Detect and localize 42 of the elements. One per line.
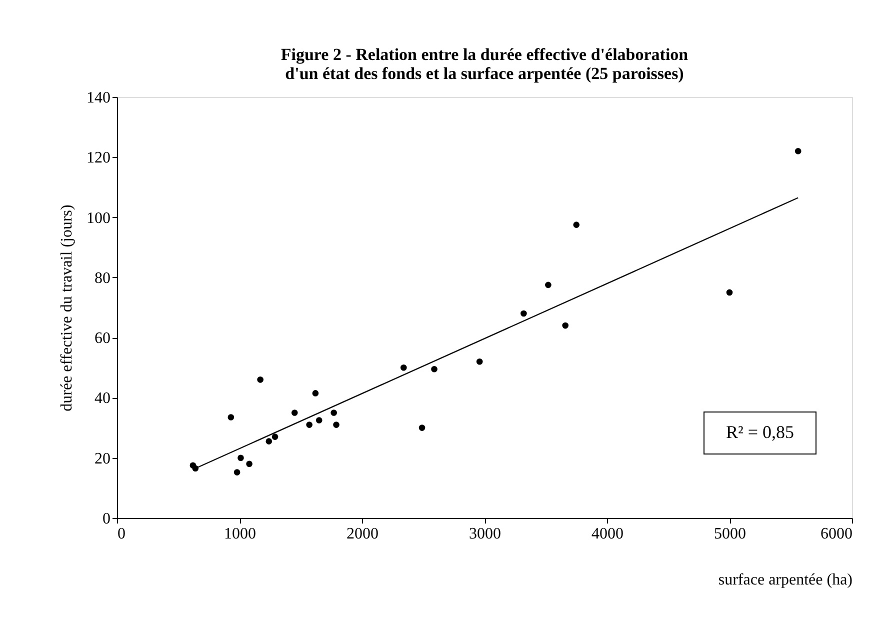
point bbox=[316, 417, 322, 424]
point bbox=[312, 390, 319, 396]
y-tick-label: 20 bbox=[94, 450, 110, 468]
point bbox=[266, 438, 272, 444]
point bbox=[520, 310, 527, 317]
point bbox=[476, 358, 483, 365]
point bbox=[330, 410, 337, 416]
x-tick-label: 2000 bbox=[346, 526, 378, 542]
point bbox=[545, 282, 552, 288]
y-tick-label: 100 bbox=[86, 210, 110, 227]
point bbox=[726, 289, 733, 296]
point bbox=[238, 454, 244, 462]
point bbox=[418, 424, 426, 431]
x-tick-label: 3000 bbox=[469, 526, 501, 542]
chart-title: Figure 2 - Relation entre la durée effective d'élaboration d'un état des fonds et la surface arpentée (25 paroisses) bbox=[280, 45, 689, 83]
point bbox=[794, 148, 802, 154]
x-tick-label: 5000 bbox=[714, 526, 746, 542]
x-axis-title: surface arpentée (ha) bbox=[718, 572, 852, 588]
x-tick-label: 4000 bbox=[592, 526, 624, 542]
y-tick-label: 80 bbox=[94, 270, 110, 287]
point bbox=[562, 322, 569, 329]
point bbox=[400, 364, 407, 371]
point bbox=[257, 376, 264, 383]
annotation: R² = 0,85 bbox=[726, 422, 794, 442]
y-tick-label: 60 bbox=[94, 330, 110, 348]
x-tick-label: 6000 bbox=[820, 526, 852, 542]
y-tick-label: 0 bbox=[102, 510, 110, 528]
point bbox=[228, 414, 234, 420]
point bbox=[272, 434, 278, 440]
point bbox=[573, 222, 580, 228]
point bbox=[333, 422, 340, 428]
x-tick-label: 0 bbox=[118, 526, 126, 542]
y-tick-label: 120 bbox=[86, 150, 110, 167]
y-tick-label: 40 bbox=[94, 390, 110, 408]
point bbox=[291, 410, 298, 416]
point bbox=[306, 422, 312, 428]
point bbox=[234, 469, 240, 476]
y-tick-label: 140 bbox=[86, 90, 110, 106]
point bbox=[246, 460, 252, 468]
point bbox=[431, 366, 438, 372]
x-tick-label: 1000 bbox=[224, 526, 256, 542]
y-axis-title: durée effective du travail (jours) bbox=[58, 204, 76, 412]
